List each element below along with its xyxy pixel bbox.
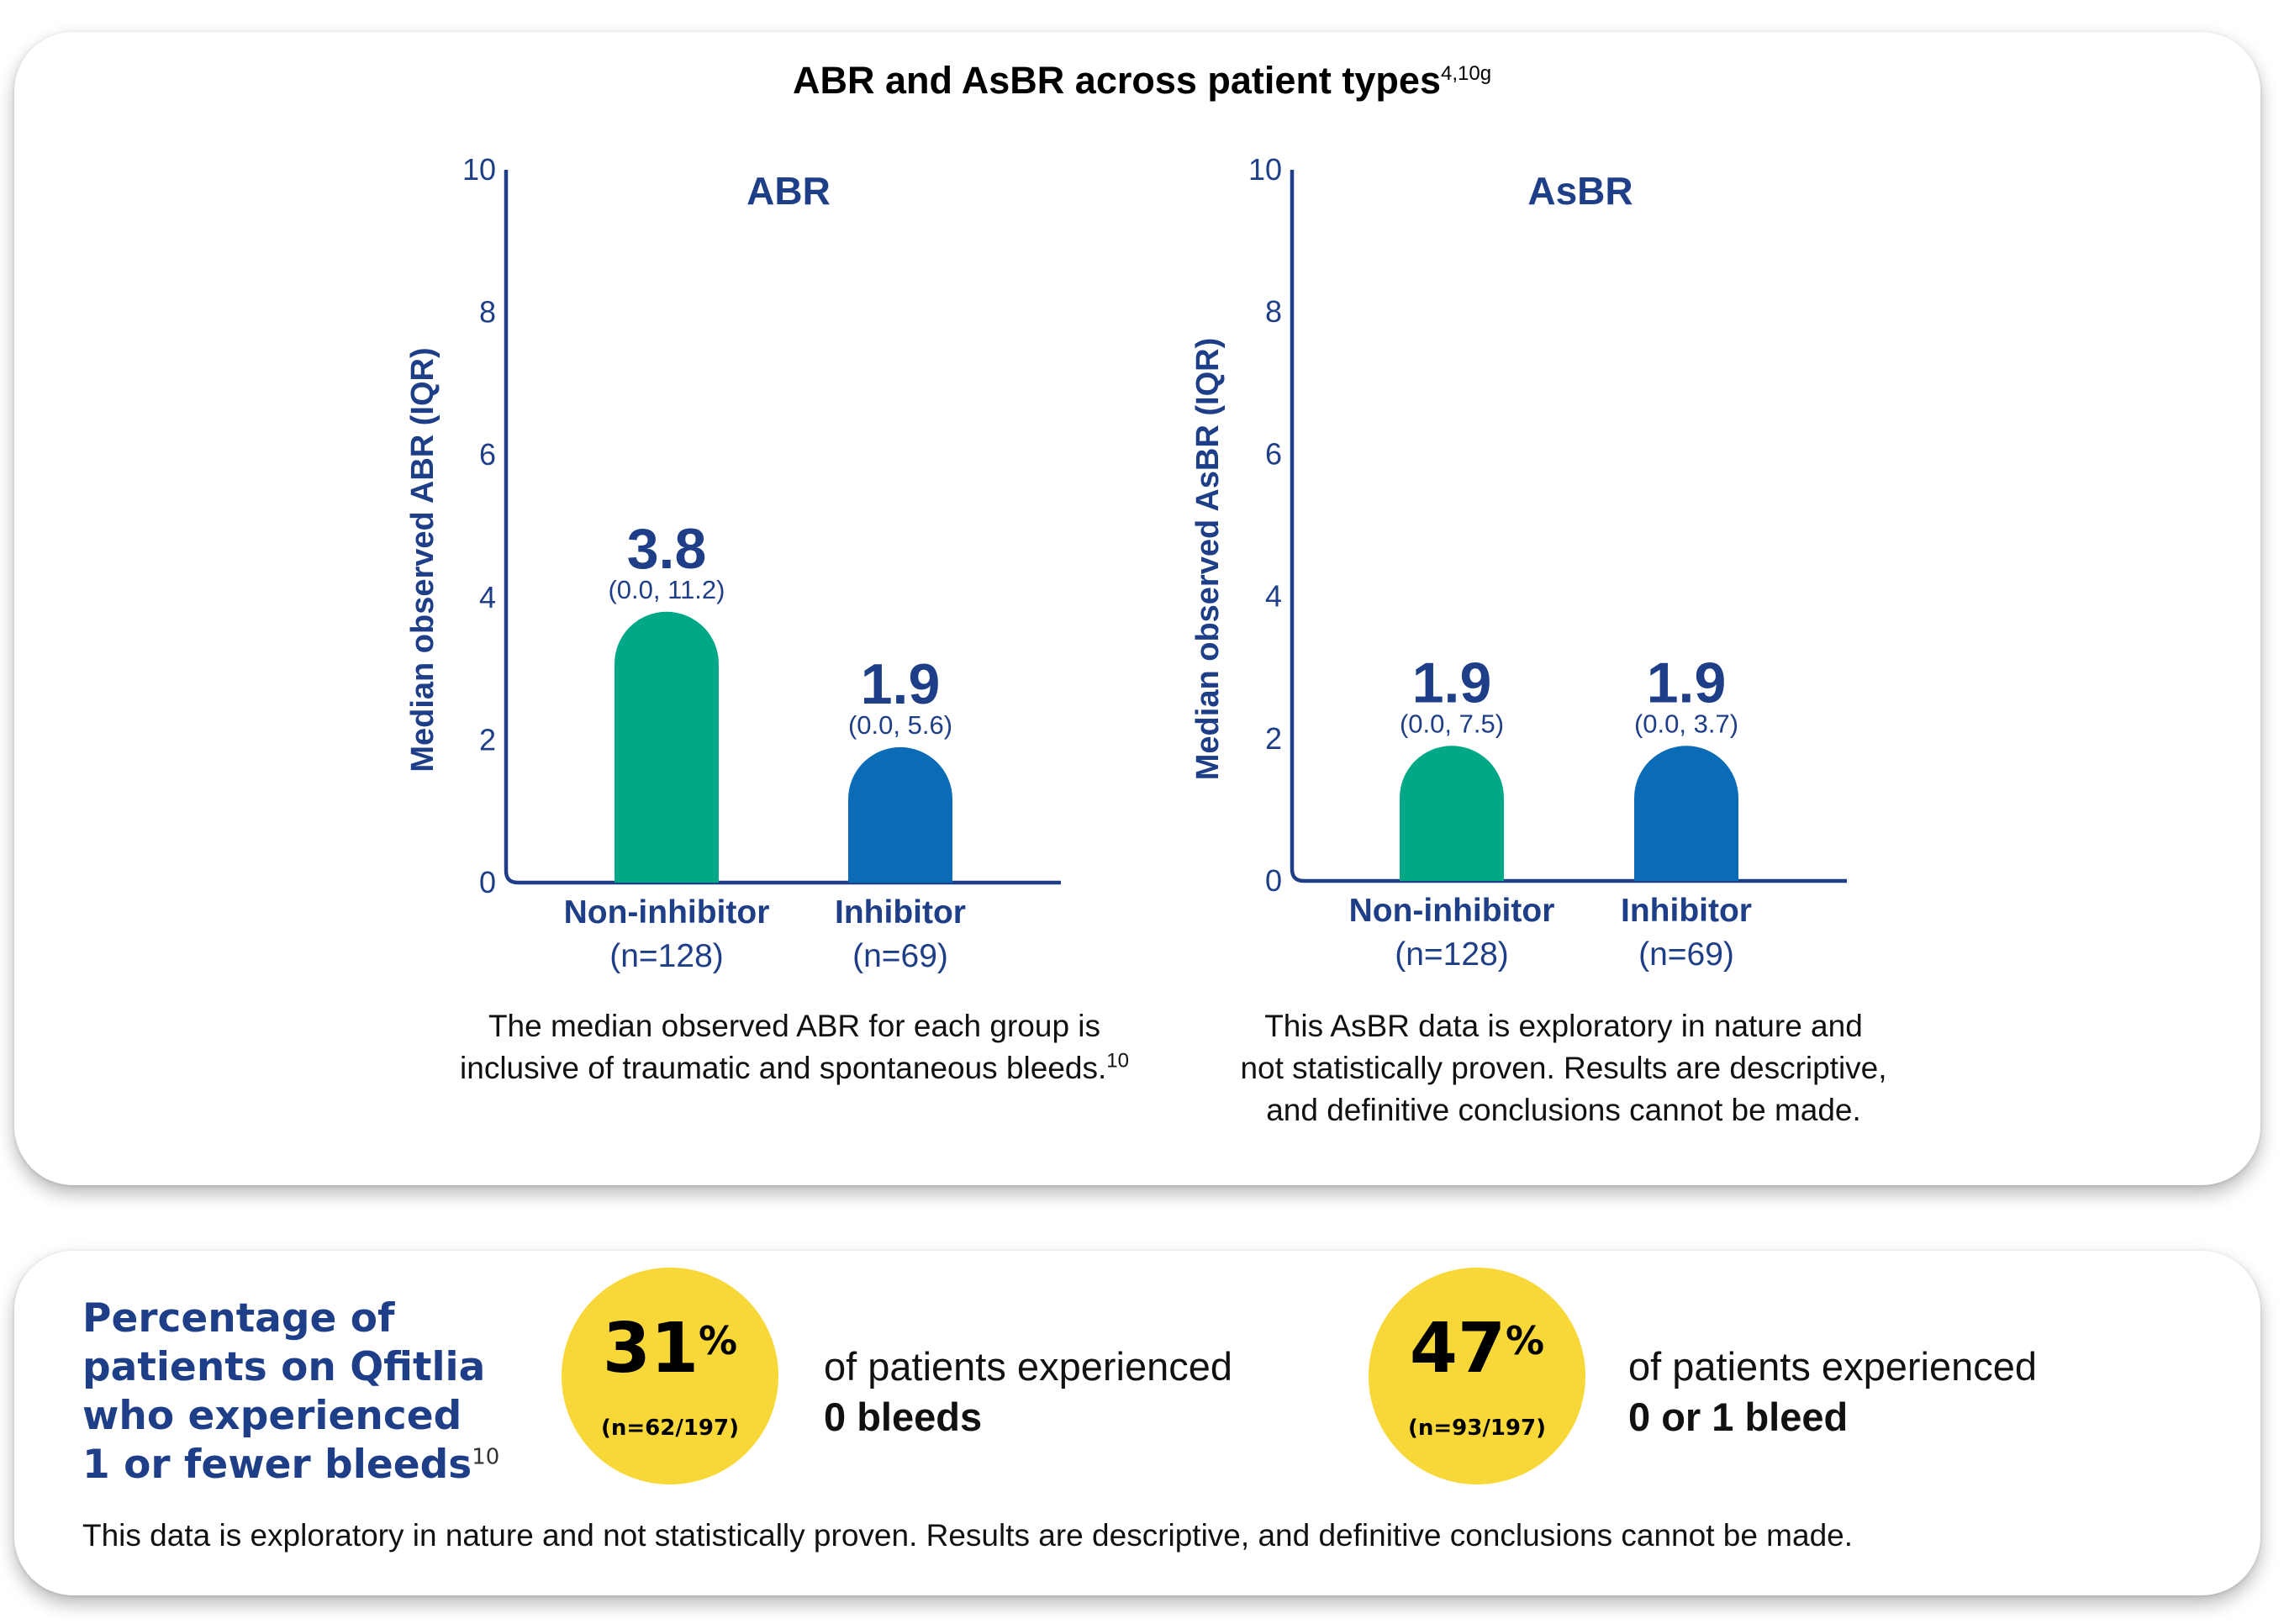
chart-asbr-axis [1290, 170, 1847, 883]
chart-abr-bar-non-inhibitor [615, 611, 719, 883]
chart-asbr-iqr-label: (0.0, 3.7) [1634, 709, 1738, 738]
page-title: ABR and AsBR across patient types4,10g [0, 59, 2284, 103]
abr-note-line-1: The median observed ABR for each group i… [488, 1009, 1101, 1043]
chart-asbr-bar-inhibitor [1634, 746, 1738, 881]
chart-abr-category-label: Non-inhibitor [564, 894, 770, 931]
chart-abr-y-tick: 4 [479, 580, 496, 614]
abr-note-line-2: inclusive of traumatic and spontaneous b… [460, 1051, 1107, 1085]
title-footnote: 4,10g [1440, 62, 1492, 85]
chart-asbr-bar-non-inhibitor [1400, 746, 1504, 881]
chart-asbr-value-label: 1.9 [1412, 651, 1492, 714]
chart-asbr-n-label: (n=69) [1638, 936, 1734, 973]
title-text: ABR and AsBR across patient types [792, 59, 1441, 102]
stat-circle-zero-bleeds: 31% (n=62/197) [562, 1268, 778, 1484]
chart-asbr-y-tick: 2 [1265, 721, 1282, 756]
percentage-heading-line-4: 1 or fewer bleeds [82, 1442, 472, 1488]
percentage-heading-line-1: Percentage of [82, 1295, 395, 1342]
asbr-note-line-3: and definitive conclusions cannot be mad… [1266, 1093, 1861, 1127]
stat-description-zero-bleeds: of patients experienced 0 bleeds [824, 1342, 1345, 1442]
stat-text: of patients experienced [1628, 1344, 2037, 1389]
abr-asbr-card [14, 32, 2260, 1185]
stat-strong-text: 0 or 1 bleed [1628, 1395, 1849, 1439]
chart-abr-axis [504, 170, 1061, 885]
asbr-note-line-2: not statistically proven. Results are de… [1240, 1051, 1887, 1085]
chart-abr-title: ABR [746, 169, 831, 213]
chart-abr-y-tick: 8 [479, 295, 496, 330]
percentage-heading: Percentage of patients on Qfitlia who ex… [82, 1294, 553, 1490]
chart-abr-y-tick: 0 [479, 865, 496, 899]
stat-n: (n=93/197) [1407, 1416, 1546, 1441]
chart-abr-y-tick: 6 [479, 437, 496, 472]
chart-asbr-iqr-label: (0.0, 7.5) [1400, 709, 1504, 738]
chart-abr-value-label: 1.9 [861, 652, 941, 716]
chart-asbr-y-tick: 0 [1265, 863, 1282, 898]
chart-asbr-y-label: Median observed AsBR (IQR) [1190, 338, 1226, 780]
chart-abr-y-label: Median observed ABR (IQR) [405, 347, 440, 772]
percentage-heading-line-2: patients on Qfitlia [82, 1344, 486, 1390]
chart-abr-value-label: 3.8 [627, 517, 707, 581]
chart-asbr-y-tick: 10 [1248, 152, 1282, 187]
asbr-note: This AsBR data is exploratory in nature … [1143, 1005, 1984, 1131]
stat-value: 31% [562, 1311, 778, 1387]
percentage-heading-line-3: who experienced [82, 1393, 462, 1439]
stat-text: of patients experienced [824, 1344, 1232, 1389]
chart-asbr-y-tick: 8 [1265, 294, 1282, 329]
disclaimer: This data is exploratory in nature and n… [82, 1518, 1854, 1553]
chart-abr-iqr-label: (0.0, 11.2) [608, 575, 725, 604]
chart-asbr-y-tick: 4 [1265, 579, 1282, 614]
percentage-heading-footnote: 10 [472, 1444, 500, 1470]
chart-abr-n-label: (n=128) [609, 938, 724, 974]
chart-abr-category-label: Inhibitor [835, 894, 966, 931]
chart-asbr-value-label: 1.9 [1647, 651, 1727, 714]
abr-note: The median observed ABR for each group i… [361, 1005, 1227, 1089]
chart-abr-n-label: (n=69) [852, 938, 948, 974]
stat-number: 47 [1409, 1309, 1506, 1389]
abr-note-footnote: 10 [1106, 1049, 1129, 1073]
stat-description-one-or-fewer-bleeds: of patients experienced 0 or 1 bleed [1628, 1342, 2166, 1442]
stat-value: 47% [1369, 1311, 1585, 1387]
stat-circle-one-or-fewer-bleeds: 47% (n=93/197) [1369, 1268, 1585, 1484]
chart-abr-iqr-label: (0.0, 5.6) [848, 710, 952, 740]
percent-sign: % [699, 1318, 738, 1363]
chart-asbr-title: AsBR [1527, 169, 1633, 213]
percent-sign: % [1506, 1318, 1545, 1363]
chart-abr-y-tick: 10 [462, 152, 496, 187]
chart-asbr-category-label: Inhibitor [1621, 893, 1752, 929]
chart-asbr-n-label: (n=128) [1395, 936, 1509, 973]
chart-abr-y-tick: 2 [479, 722, 496, 757]
stat-n: (n=62/197) [600, 1416, 739, 1441]
stat-strong-text: 0 bleeds [824, 1395, 983, 1439]
chart-asbr-category-label: Non-inhibitor [1349, 893, 1555, 929]
asbr-note-line-1: This AsBR data is exploratory in nature … [1264, 1009, 1863, 1043]
bleed-percentage-card [14, 1251, 2260, 1595]
stat-number: 31 [602, 1309, 699, 1389]
chart-abr-bar-inhibitor [848, 746, 952, 883]
chart-asbr-y-tick: 6 [1265, 436, 1282, 471]
